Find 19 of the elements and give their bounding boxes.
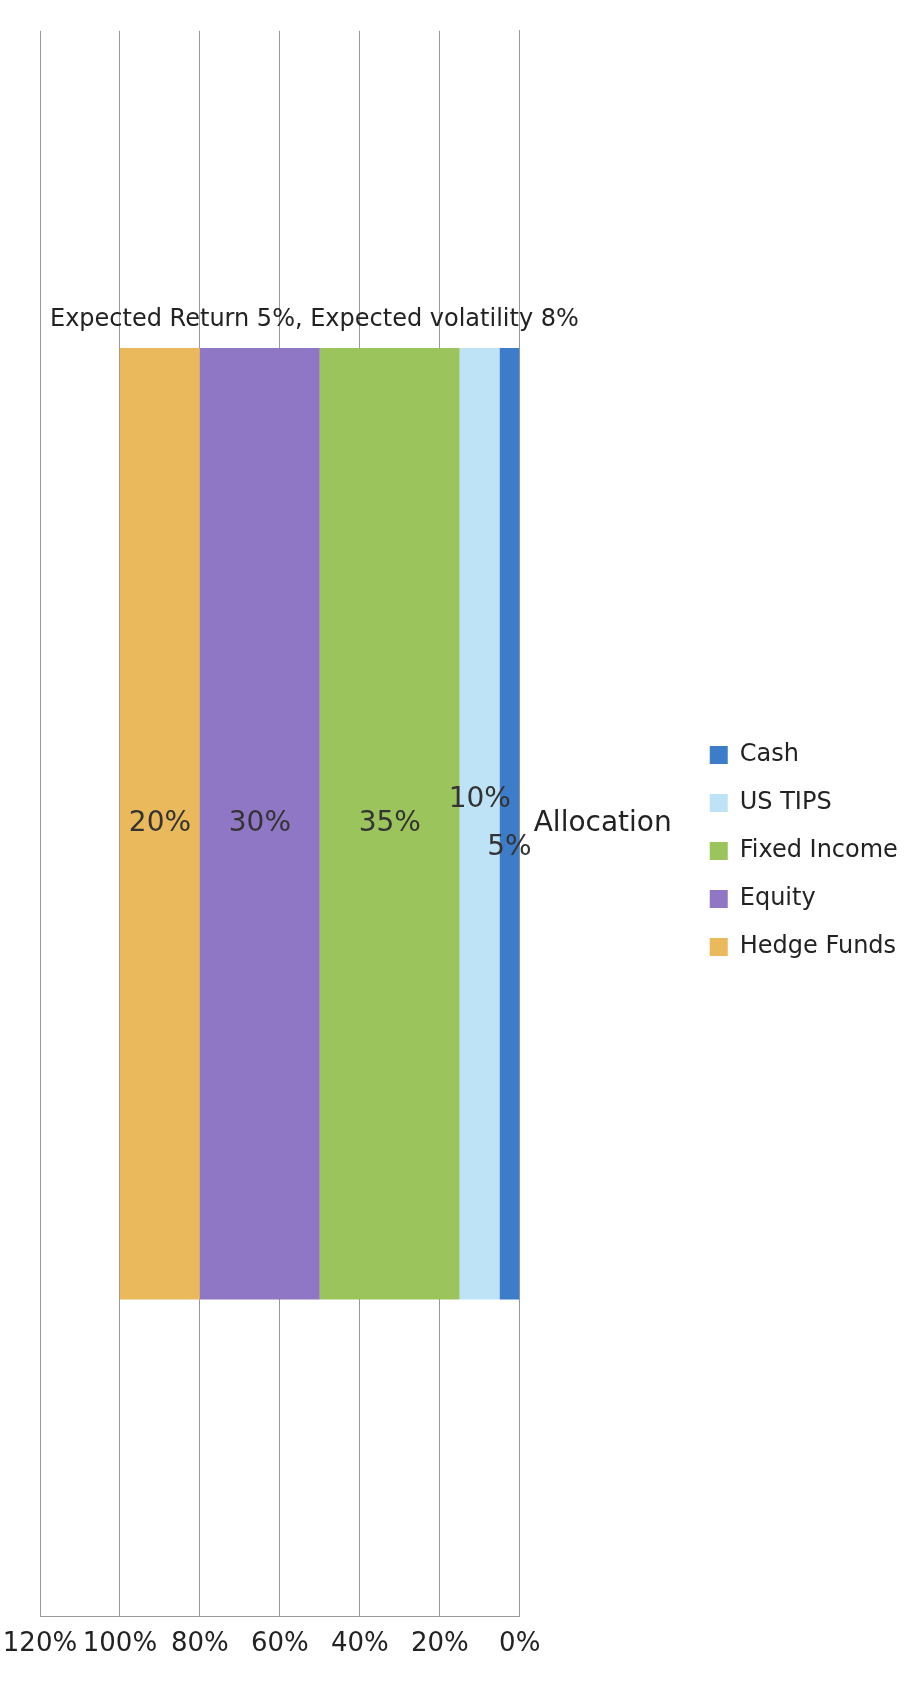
x-tick-label: 60% [250, 1627, 309, 1658]
legend-label: US TIPS [739, 787, 832, 816]
x-tick-label: 0% [499, 1627, 541, 1658]
y-tick-label: Allocation [533, 805, 672, 839]
data-label: 30% [228, 805, 291, 839]
x-tick-label: 100% [82, 1627, 158, 1658]
legend-label: Fixed Income [739, 835, 898, 864]
data-label: 20% [128, 805, 192, 839]
legend-label: Hedge Funds [739, 931, 897, 960]
legend-label: Cash [739, 739, 799, 768]
x-tick-label: 20% [410, 1627, 469, 1658]
x-tick-label: 120% [2, 1627, 78, 1658]
bar [199, 348, 320, 1300]
x-tick-label: 80% [171, 1627, 229, 1658]
legend-label: Equity [739, 883, 816, 912]
data-label: 35% [358, 805, 421, 839]
text: Expected Return 5%, Expected volatility 8% [50, 304, 579, 333]
bar [119, 348, 200, 1300]
x-tick-label: 40% [330, 1627, 389, 1658]
